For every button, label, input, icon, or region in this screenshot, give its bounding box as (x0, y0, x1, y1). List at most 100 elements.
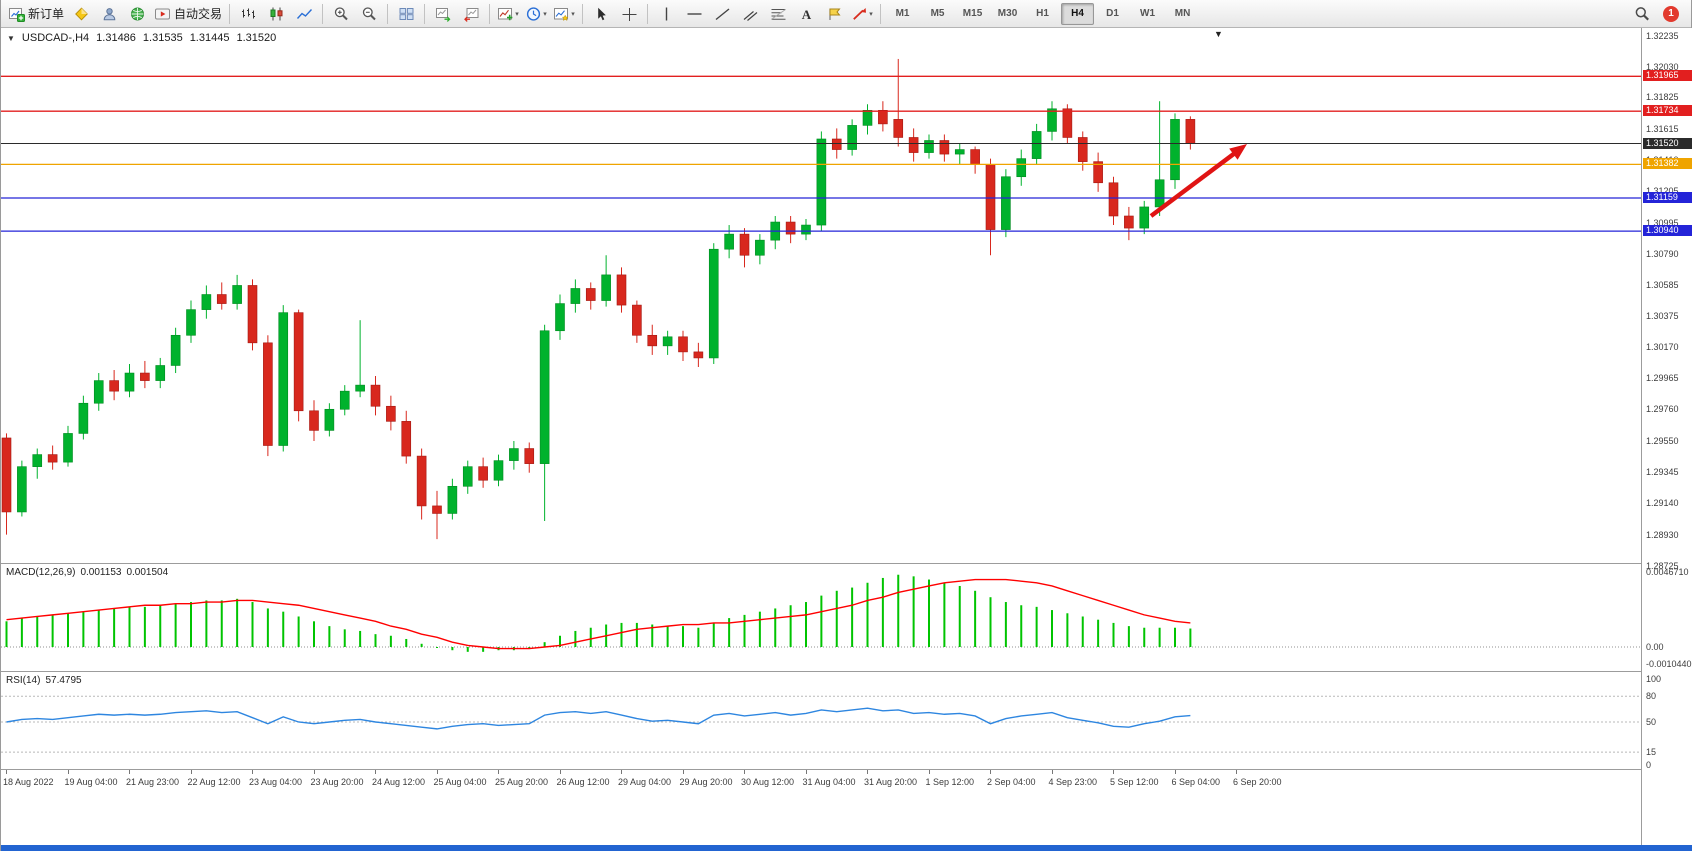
timeframe-button-W1[interactable]: W1 (1140, 8, 1156, 19)
price-axis-label: 1.29140 (1646, 497, 1679, 508)
toolbar-separator (880, 3, 882, 24)
periods-button[interactable]: ▾ (522, 2, 550, 26)
templates-button[interactable]: ▾ (550, 2, 578, 26)
time-axis-tick (805, 770, 807, 774)
auto-scroll-button[interactable] (429, 2, 457, 26)
time-axis[interactable]: 18 Aug 2022 19 Aug 04:00 21 Aug 23:00 22 Au… (1, 770, 1641, 845)
toolbar-groups: 新订单 自动交易 ▾ ▾ ▾ A ▾ M1 M5 M15 M30 H1 H4 D1 W1 MN (5, 2, 1200, 26)
new-order-button-label: 新订单 (28, 7, 65, 21)
price-axis-label: 1.30375 (1646, 311, 1679, 322)
price-close: 1.31520 (236, 32, 277, 44)
text-label-button[interactable] (820, 2, 848, 26)
timeframe-button-M15[interactable]: M15 (962, 8, 983, 19)
time-axis-label: 30 Aug 12:00 (741, 777, 795, 787)
timeframe-button-M5[interactable]: M5 (930, 8, 945, 19)
equidistant-channel-button[interactable] (736, 2, 764, 26)
main-price-chart[interactable] (1, 28, 1641, 563)
bid-price-line-tag: 1.31520 (1643, 137, 1692, 149)
trend-arrow[interactable] (1149, 144, 1247, 218)
zoom-in-icon (333, 6, 350, 22)
price-axis-label: 1.29965 (1646, 373, 1679, 384)
community-button[interactable] (123, 2, 151, 26)
text-icon: A (798, 6, 815, 22)
rsi-axis-label: 50 (1646, 717, 1657, 727)
chart-shift-marker[interactable]: ▼ (1214, 29, 1223, 39)
timeframe-button-M30[interactable]: M30 (997, 8, 1018, 19)
cursor-button[interactable] (587, 2, 615, 26)
chart-shift-button[interactable] (457, 2, 485, 26)
search-icon[interactable] (1628, 2, 1656, 26)
time-axis-tick (252, 770, 253, 774)
arrows-button[interactable]: ▾ (848, 2, 876, 26)
toolbar-separator (387, 3, 389, 24)
horizontal-line-icon (686, 6, 703, 22)
price-axis-label: 1.28725 (1646, 560, 1679, 571)
indicators-button[interactable]: ▾ (494, 2, 522, 26)
resistance-line-tag: 1.31965 (1643, 70, 1692, 82)
trendline-button[interactable] (708, 2, 736, 26)
text-button[interactable]: A (792, 2, 820, 26)
macd-pane[interactable] (1, 564, 1641, 671)
notification-badge[interactable]: 1 (1663, 5, 1679, 22)
timeframe-button-D1[interactable]: D1 (1106, 8, 1119, 19)
fibonacci-icon (770, 6, 787, 22)
timeframe-button-H4[interactable]: H4 (1061, 2, 1095, 25)
toolbar-separator (647, 3, 649, 24)
macd-axis-label: 0.0046710 (1646, 566, 1689, 577)
time-axis-tick (498, 770, 499, 774)
pane-separator[interactable] (1, 671, 1692, 672)
time-axis-tick (928, 770, 930, 774)
price-axis-label: 1.29550 (1646, 435, 1679, 446)
profiles-button[interactable] (95, 2, 123, 26)
time-axis-tick (867, 770, 868, 774)
timeframe-button-MN[interactable]: MN (1174, 8, 1191, 19)
time-axis-label: 2 Sep 04:00 (987, 777, 1036, 787)
bar-chart-button[interactable] (234, 2, 262, 26)
rsi-axis-label: 15 (1646, 747, 1657, 758)
chart-shift-icon (463, 6, 480, 22)
new-order-button[interactable]: 新订单 (5, 2, 67, 26)
horizontal-line-button[interactable] (680, 2, 708, 26)
chevron-down-icon: ▾ (543, 10, 547, 18)
pane-separator[interactable] (1, 563, 1692, 564)
candlestick-series (1, 58, 1196, 540)
tile-windows-button[interactable] (392, 2, 420, 26)
rsi-pane[interactable] (1, 672, 1641, 769)
bar-chart-icon (240, 6, 257, 22)
community-icon (129, 6, 146, 22)
macd-axis-label: 0.00 (1646, 642, 1664, 652)
timeframe-button-M1[interactable]: M1 (895, 8, 910, 19)
favorites-button[interactable] (67, 2, 95, 26)
macd-signal-value: 0.001504 (126, 567, 169, 578)
time-axis-tick (313, 770, 315, 774)
candlestick-chart-icon (268, 6, 285, 22)
vertical-line-button[interactable] (652, 2, 680, 26)
pane-separator (1, 769, 1692, 770)
crosshair-icon (621, 6, 638, 22)
price-open: 1.31486 (96, 32, 136, 44)
fibonacci-button[interactable] (764, 2, 792, 26)
time-axis-label: 18 Aug 2022 (3, 777, 54, 787)
one-click-toggle-icon[interactable]: ▼ (7, 33, 15, 43)
price-axis[interactable]: 1.31965 1.31734 1.31520 1.31382 1.31159 1.309… (1641, 28, 1692, 845)
rsi-axis-label: 0 (1646, 760, 1652, 770)
zoom-out-button[interactable] (355, 2, 383, 26)
candlestick-chart-button[interactable] (262, 2, 290, 26)
crosshair-button[interactable] (615, 2, 643, 26)
time-axis-tick (990, 770, 991, 774)
rsi-axis-label: 100 (1646, 674, 1662, 684)
timeframe-button-H1[interactable]: H1 (1036, 8, 1049, 19)
time-axis-label: 6 Sep 20:00 (1233, 777, 1282, 787)
indicators-icon (497, 6, 514, 22)
equidistant-channel-icon (742, 6, 759, 22)
svg-text:A: A (801, 6, 811, 21)
time-axis-tick (621, 770, 622, 774)
auto-trading-button[interactable]: 自动交易 (151, 2, 225, 26)
macd-name: MACD(12,26,9) (6, 567, 76, 578)
line-chart-button[interactable] (290, 2, 318, 26)
time-axis-tick (744, 770, 745, 774)
zoom-in-button[interactable] (327, 2, 355, 26)
pivot-line-tag: 1.31382 (1643, 158, 1692, 170)
price-axis-label: 1.30790 (1646, 248, 1679, 259)
